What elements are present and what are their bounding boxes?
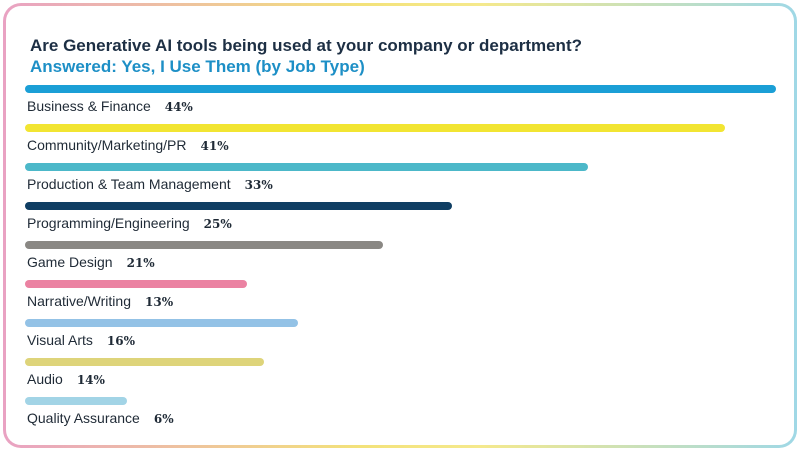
bar-label: Visual Arts 16% bbox=[27, 332, 135, 349]
value-label: 6% bbox=[153, 412, 174, 426]
bar-chart-area: Business & Finance 44% Community/Marketing… bbox=[6, 6, 794, 445]
value-label: 25% bbox=[203, 217, 232, 231]
value-label: 14% bbox=[76, 373, 105, 387]
bar bbox=[25, 358, 264, 366]
bar-label: Community/Marketing/PR 41% bbox=[27, 137, 229, 154]
chart-card-border: Are Generative AI tools being used at yo… bbox=[3, 3, 797, 448]
bar bbox=[25, 319, 298, 327]
chart-card: Are Generative AI tools being used at yo… bbox=[6, 6, 794, 445]
bar bbox=[25, 280, 247, 288]
bar bbox=[25, 241, 383, 249]
value-label: 16% bbox=[106, 334, 135, 348]
chart-subtitle: Answered: Yes, I Use Them (by Job Type) bbox=[30, 57, 365, 76]
category-label: Community/Marketing/PR bbox=[27, 137, 187, 153]
bar-label: Game Design 21% bbox=[27, 254, 155, 271]
value-label: 44% bbox=[164, 100, 193, 114]
chart-title: Are Generative AI tools being used at yo… bbox=[30, 36, 582, 55]
bar bbox=[25, 124, 725, 132]
bar bbox=[25, 163, 588, 171]
bar bbox=[25, 397, 127, 405]
category-label: Game Design bbox=[27, 254, 113, 270]
value-label: 41% bbox=[200, 139, 229, 153]
bar-label: Narrative/Writing 13% bbox=[27, 293, 173, 310]
value-label: 13% bbox=[145, 295, 174, 309]
bar-label: Business & Finance 44% bbox=[27, 98, 193, 115]
category-label: Business & Finance bbox=[27, 98, 151, 114]
bar-label: Production & Team Management 33% bbox=[27, 176, 273, 193]
bar bbox=[25, 202, 452, 210]
value-label: 21% bbox=[126, 256, 155, 270]
bar-label: Programming/Engineering 25% bbox=[27, 215, 232, 232]
bar-label: Quality Assurance 6% bbox=[27, 410, 174, 427]
category-label: Quality Assurance bbox=[27, 410, 140, 426]
category-label: Narrative/Writing bbox=[27, 293, 131, 309]
category-label: Audio bbox=[27, 371, 63, 387]
bar-label: Audio 14% bbox=[27, 371, 105, 388]
category-label: Visual Arts bbox=[27, 332, 93, 348]
bar bbox=[25, 85, 776, 93]
value-label: 33% bbox=[244, 178, 273, 192]
category-label: Production & Team Management bbox=[27, 176, 231, 192]
category-label: Programming/Engineering bbox=[27, 215, 190, 231]
